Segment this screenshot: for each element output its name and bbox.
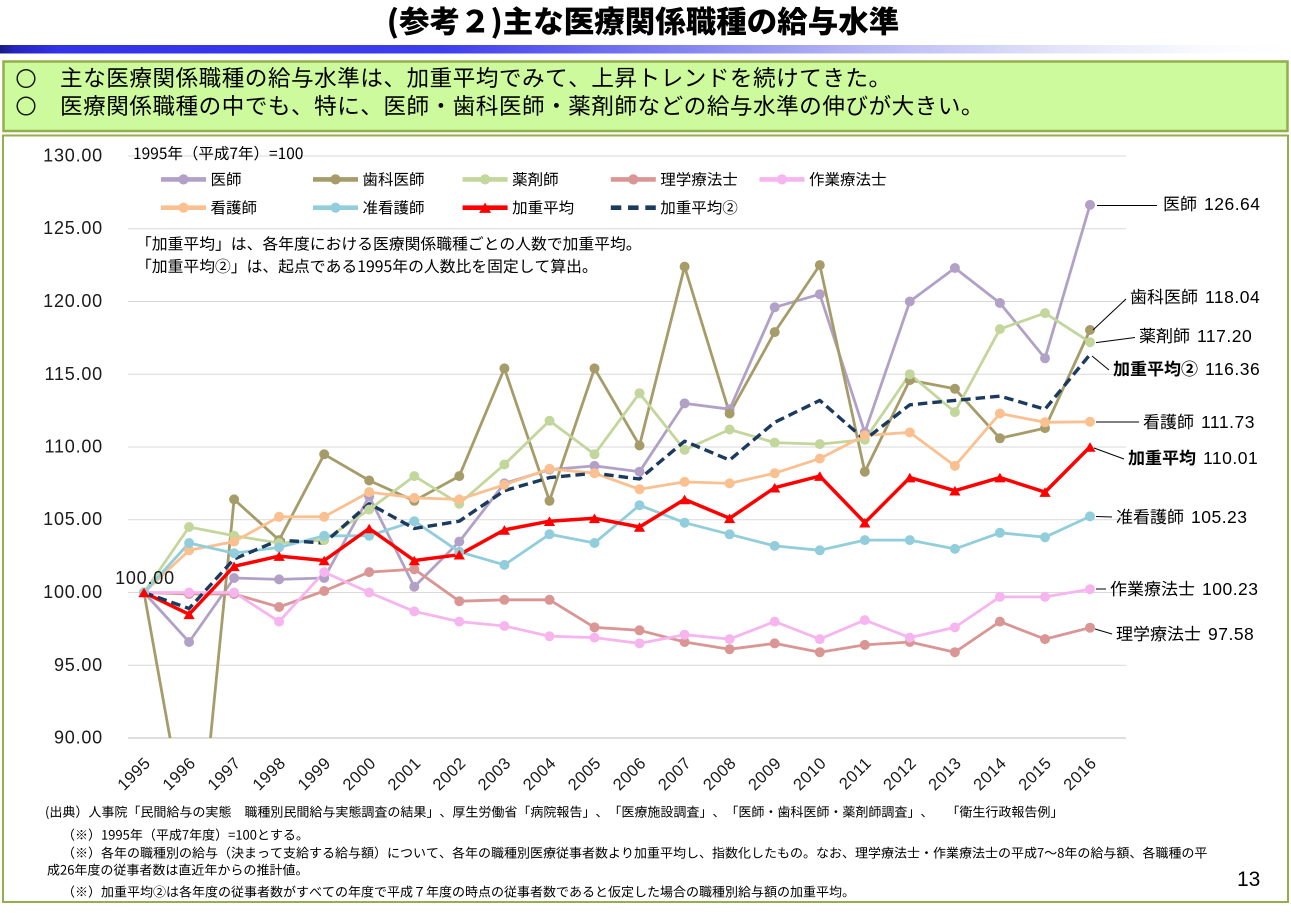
svg-text:90.00: 90.00	[54, 728, 103, 748]
svg-text:130.00: 130.00	[43, 146, 103, 166]
svg-text:115.00: 115.00	[44, 364, 103, 384]
svg-text:97.58: 97.58	[1208, 624, 1254, 644]
svg-text:125.00: 125.00	[43, 218, 103, 238]
svg-text:126.64: 126.64	[1204, 194, 1261, 214]
svg-text:118.04: 118.04	[1205, 287, 1260, 307]
svg-text:100.00: 100.00	[115, 568, 175, 588]
svg-text:116.36: 116.36	[1205, 359, 1260, 379]
svg-text:110.00: 110.00	[44, 437, 103, 457]
svg-text:100.23: 100.23	[1202, 579, 1259, 599]
svg-text:110.01: 110.01	[1203, 448, 1258, 468]
svg-text:105.23: 105.23	[1191, 507, 1248, 527]
svg-text:100.00: 100.00	[43, 582, 103, 602]
svg-text:13: 13	[1237, 868, 1260, 891]
svg-text:120.00: 120.00	[43, 291, 103, 311]
svg-text:117.20: 117.20	[1197, 326, 1252, 346]
svg-text:95.00: 95.00	[54, 655, 103, 675]
svg-text:105.00: 105.00	[43, 509, 103, 529]
svg-text:111.73: 111.73	[1201, 412, 1255, 432]
